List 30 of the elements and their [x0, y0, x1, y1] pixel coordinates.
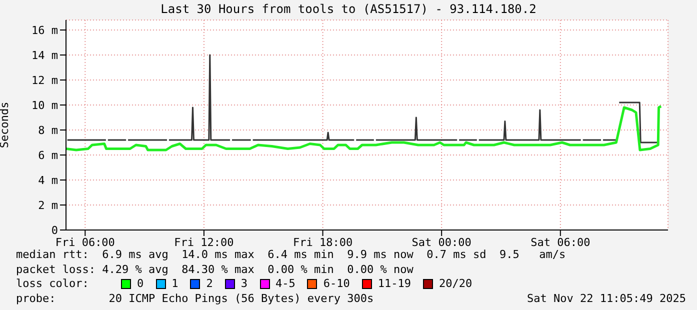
y-tick-label: 14 m [32, 48, 58, 62]
text: 3 [240, 277, 248, 292]
text: 11-19 [376, 277, 411, 292]
y-tick-label: 10 m [32, 98, 58, 112]
text: packet loss: 4.29 % avg 84.30 % max 0.00 % min 0.00 % now [16, 262, 414, 277]
text: loss color: [16, 277, 90, 292]
text: 4-5 [274, 277, 296, 292]
x-tick-label: Fri 18:00 [292, 236, 353, 249]
text: 0 [136, 277, 144, 292]
chart-title: Last 30 Hours from tools to (AS51517) - 93.114.180.2 [160, 2, 538, 16]
text: 2 [205, 277, 213, 292]
x-tick-label: Sat 06:00 [530, 236, 590, 249]
y-tick-label: 16 m [32, 24, 58, 37]
y-axis-title: Seconds [0, 102, 11, 148]
text: 6-10 [322, 277, 350, 292]
y-tick-label: 8 m [38, 124, 58, 137]
y-tick-label: 4 m [38, 174, 58, 187]
text: 1 [170, 277, 178, 292]
y-tick-label: 12 m [32, 74, 58, 87]
y-tick-label: 2 m [38, 198, 58, 212]
y-tick-label: 0 [51, 224, 58, 237]
x-tick-label: Fri 12:00 [174, 236, 234, 249]
text: probe: 20 ICMP Echo Pings (56 Bytes) every 300s [16, 292, 374, 306]
text: median rtt: 6.9 ms avg 14.0 ms max 6.4 ms min 9.9 ms now 0.7 ms sd 9.5 am/s [16, 248, 567, 262]
y-tick-label: 6 m [38, 148, 58, 162]
line-series [66, 105, 662, 152]
text: Sat Nov 22 11:05:49 2025 [527, 292, 686, 306]
x-tick-label: Sat 00:00 [412, 236, 472, 249]
text: 20/20 [438, 277, 472, 292]
x-tick-label: Fri 06:00 [55, 236, 115, 249]
